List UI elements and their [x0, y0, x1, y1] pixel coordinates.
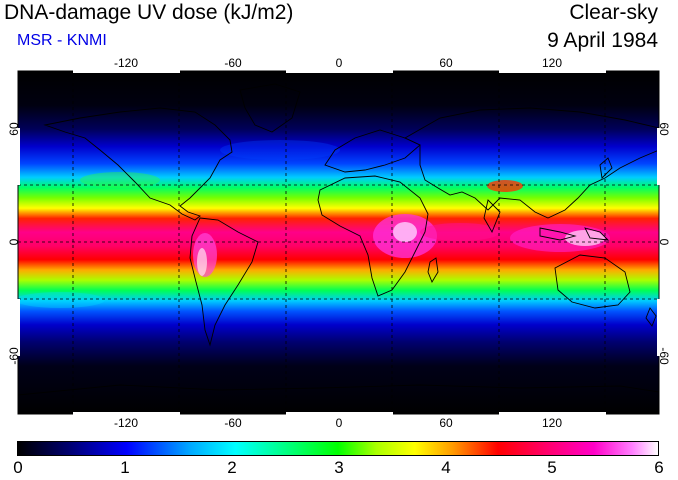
lon-tick-bottom: 0 [335, 416, 343, 430]
colorbar-label: 5 [547, 458, 557, 477]
date-label: 9 April 1984 [547, 29, 658, 52]
map-frame [17, 70, 660, 415]
lat-tick-left: -60 [7, 347, 21, 365]
lon-tick-top: 120 [541, 56, 563, 70]
regional-variations [18, 140, 610, 308]
lon-tick-top: 60 [439, 56, 453, 70]
lon-tick-bottom: -60 [224, 416, 242, 430]
lat-tick-right: 0 [657, 238, 671, 246]
lon-tick-bottom: -120 [113, 416, 139, 430]
map-source-label: MSR - KNMI [17, 32, 107, 49]
sky-condition-label: Clear-sky [569, 1, 658, 24]
lat-tick-left: 60 [7, 122, 21, 136]
colorbar [17, 441, 659, 456]
colorbar-label: 4 [441, 458, 451, 477]
colorbar-label: 1 [120, 458, 130, 477]
lon-tick-top: -60 [224, 56, 242, 70]
colorbar-label: 0 [13, 458, 23, 477]
colorbar-label: 3 [334, 458, 344, 477]
lon-tick-top: 0 [335, 56, 343, 70]
lon-tick-bottom: 60 [439, 416, 453, 430]
lat-tick-right: 60 [657, 122, 671, 136]
map-title: DNA-damage UV dose (kJ/m2) [4, 1, 294, 24]
lat-tick-left: 0 [7, 238, 21, 246]
coastlines [18, 83, 659, 396]
colorbar-label: 6 [654, 458, 664, 477]
lon-tick-bottom: 120 [541, 416, 563, 430]
graticule [18, 71, 659, 414]
colorbar-label: 2 [227, 458, 237, 477]
lat-tick-right: -60 [657, 347, 671, 365]
lon-tick-top: -120 [113, 56, 139, 70]
